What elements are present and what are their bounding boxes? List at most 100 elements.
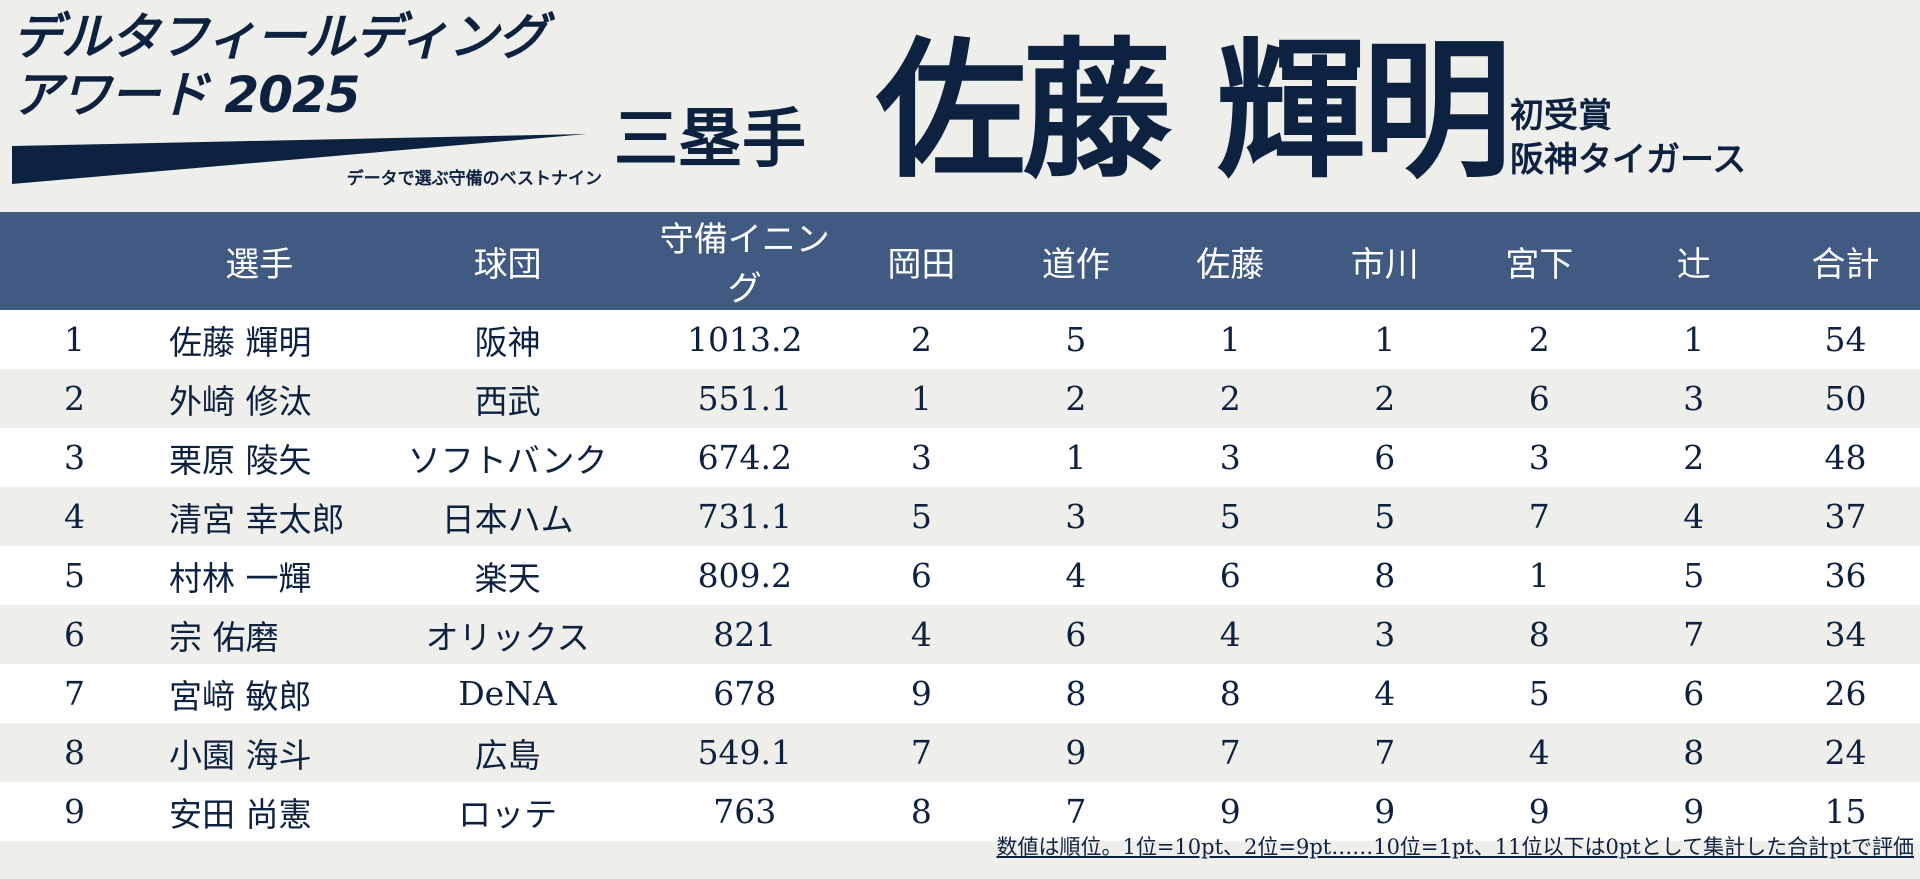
rank-cell: 8 (63, 733, 85, 772)
table-row: 5 村林 一輝 楽天 809.2 6 4 6 8 1 5 36 (0, 546, 1920, 605)
innings-cell: 821 (713, 615, 777, 654)
header-team: 球団 (473, 244, 542, 285)
total-cell: 50 (1824, 379, 1867, 418)
dosaku-cell: 6 (1065, 615, 1087, 654)
table-row: 4 清宮 幸太郎 日本ハム 731.1 5 3 5 5 7 4 37 (0, 487, 1920, 546)
total-cell: 24 (1824, 733, 1867, 772)
team-cell: オリックス (425, 617, 590, 657)
miyashita-cell: 6 (1528, 379, 1550, 418)
award-subtitle: データで選ぶ守備のベストナイン (346, 169, 602, 189)
header-miyashita: 宮下 (1505, 244, 1574, 285)
okada-cell: 7 (910, 733, 932, 772)
dosaku-cell: 7 (1065, 792, 1087, 831)
tsuji-cell: 1 (1683, 320, 1705, 359)
team-cell: 阪神 (474, 322, 541, 362)
miyashita-cell: 3 (1528, 438, 1550, 477)
okada-cell: 6 (910, 556, 932, 595)
award-logo: デルタフィールディング アワード 2025 データで選ぶ守備のベストナイン (12, 8, 602, 189)
sato-cell: 6 (1219, 556, 1241, 595)
table-row: 3 栗原 陵矢 ソフトバンク 674.2 3 1 3 6 3 2 48 (0, 428, 1920, 487)
tsuji-cell: 9 (1683, 792, 1705, 831)
table-row: 7 宮﨑 敏郎 DeNA 678 9 8 8 4 5 6 26 (0, 664, 1920, 723)
header-sato: 佐藤 (1196, 244, 1265, 285)
rank-cell: 6 (63, 615, 85, 654)
table-row: 8 小園 海斗 広島 549.1 7 9 7 7 4 8 24 (0, 723, 1920, 782)
sato-cell: 3 (1219, 438, 1241, 477)
sato-cell: 7 (1219, 733, 1241, 772)
team-cell: 広島 (474, 735, 541, 775)
innings-cell: 549.1 (697, 733, 793, 772)
header: デルタフィールディング アワード 2025 データで選ぶ守備のベストナイン 三塁… (0, 0, 1920, 212)
team-cell: 日本ハム (441, 499, 574, 539)
innings-cell: 1013.2 (687, 320, 803, 359)
ichikawa-cell: 3 (1374, 615, 1396, 654)
miyashita-cell: 8 (1528, 615, 1550, 654)
ranking-table-body: 1 佐藤 輝明 阪神 1013.2 2 5 1 1 2 1 54 2 外崎 修汰 西武 551.1 1 2 2 2 6… (0, 310, 1920, 841)
header-total: 合計 (1811, 244, 1880, 285)
ichikawa-cell: 9 (1374, 792, 1396, 831)
tsuji-cell: 3 (1683, 379, 1705, 418)
header-ichikawa: 市川 (1350, 244, 1419, 285)
total-cell: 48 (1824, 438, 1867, 477)
player-name-cell: 栗原 陵矢 (168, 440, 312, 480)
sato-cell: 4 (1219, 615, 1241, 654)
innings-cell: 674.2 (697, 438, 793, 477)
player-name-cell: 佐藤 輝明 (168, 322, 312, 362)
dosaku-cell: 5 (1065, 320, 1087, 359)
team-cell: 西武 (474, 381, 541, 421)
total-cell: 36 (1824, 556, 1867, 595)
dosaku-cell: 3 (1065, 497, 1087, 536)
player-name-cell: 宗 佑磨 (168, 617, 279, 657)
table-header-row: 選手 球団 守備イニング 岡田 道作 佐藤 市川 宮下 辻 合計 (0, 212, 1920, 310)
miyashita-cell: 5 (1528, 674, 1550, 713)
okada-cell: 3 (910, 438, 932, 477)
miyashita-cell: 7 (1528, 497, 1550, 536)
total-cell: 34 (1824, 615, 1867, 654)
award-note: 初受賞 阪神タイガース (1510, 94, 1746, 182)
sato-cell: 5 (1219, 497, 1241, 536)
award-note-first: 初受賞 (1510, 96, 1612, 136)
header-okada: 岡田 (887, 244, 956, 285)
dosaku-cell: 8 (1065, 674, 1087, 713)
ichikawa-cell: 7 (1374, 733, 1396, 772)
miyashita-cell: 9 (1528, 792, 1550, 831)
dosaku-cell: 2 (1065, 379, 1087, 418)
rank-cell: 9 (63, 792, 85, 831)
sato-cell: 1 (1219, 320, 1241, 359)
total-cell: 37 (1824, 497, 1867, 536)
ichikawa-cell: 4 (1374, 674, 1396, 713)
player-name-cell: 村林 一輝 (168, 558, 312, 598)
total-cell: 15 (1824, 792, 1867, 831)
sato-cell: 2 (1219, 379, 1241, 418)
miyashita-cell: 1 (1528, 556, 1550, 595)
okada-cell: 8 (910, 792, 932, 831)
tsuji-cell: 8 (1683, 733, 1705, 772)
player-name-cell: 外崎 修汰 (168, 381, 312, 421)
player-name-cell: 安田 尚憲 (168, 794, 312, 834)
innings-cell: 678 (713, 674, 777, 713)
innings-cell: 763 (713, 792, 777, 831)
header-rank (0, 212, 149, 310)
header-innings: 守備イニング (659, 220, 830, 309)
team-cell: 楽天 (474, 558, 541, 598)
okada-cell: 2 (910, 320, 932, 359)
team-cell: ソフトバンク (407, 440, 608, 480)
team-cell: ロッテ (458, 794, 558, 834)
ichikawa-cell: 1 (1374, 320, 1396, 359)
table-row: 9 安田 尚憲 ロッテ 763 8 7 9 9 9 9 15 (0, 782, 1920, 841)
ichikawa-cell: 2 (1374, 379, 1396, 418)
ichikawa-cell: 5 (1374, 497, 1396, 536)
okada-cell: 9 (910, 674, 932, 713)
dosaku-cell: 9 (1065, 733, 1087, 772)
tsuji-cell: 6 (1683, 674, 1705, 713)
award-title: デルタフィールディング アワード 2025 (12, 8, 547, 124)
rank-cell: 3 (63, 438, 85, 477)
ichikawa-cell: 6 (1374, 438, 1396, 477)
player-name-cell: 清宮 幸太郎 (168, 499, 345, 539)
dosaku-cell: 4 (1065, 556, 1087, 595)
tsuji-cell: 2 (1683, 438, 1705, 477)
header-dosaku: 道作 (1041, 244, 1110, 285)
table-row: 1 佐藤 輝明 阪神 1013.2 2 5 1 1 2 1 54 (0, 310, 1920, 369)
tsuji-cell: 5 (1683, 556, 1705, 595)
total-cell: 26 (1824, 674, 1867, 713)
